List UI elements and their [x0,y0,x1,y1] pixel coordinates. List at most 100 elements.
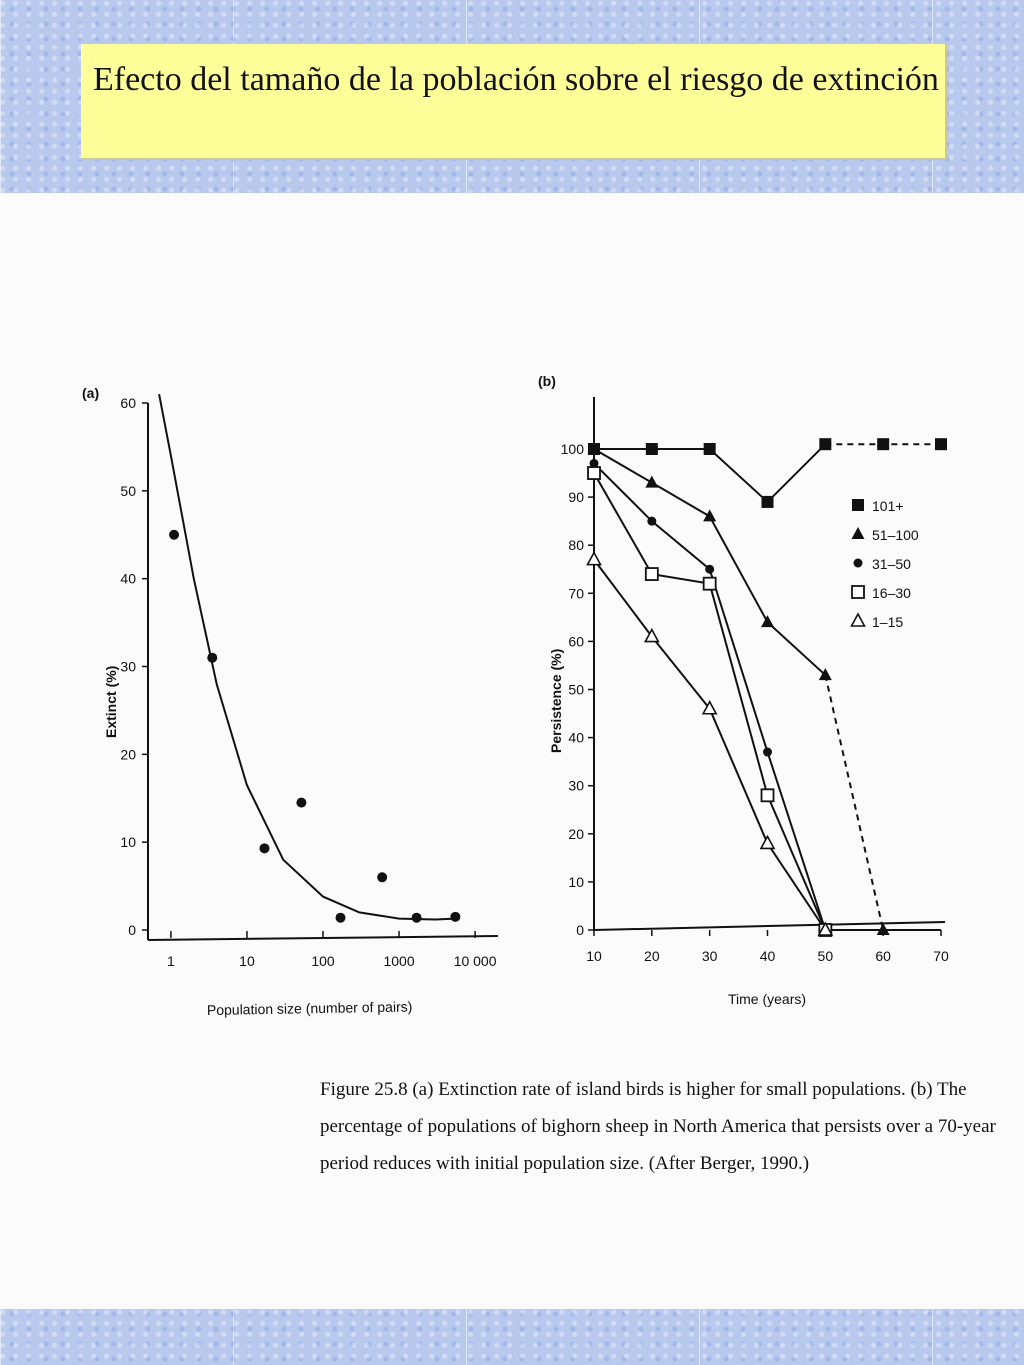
panel-a-data-point [450,911,461,922]
series-marker-101- [645,443,658,455]
series-marker-101- [761,495,774,508]
panel-b-ytick-label: 70 [568,585,584,601]
panel-b-xticks: 10 20 30 40 50 60 70 [586,930,949,964]
legend-entry: 101+ [872,498,904,514]
series-marker-16-30 [644,567,659,581]
title-box: Efecto del tamaño de la población sobre … [81,44,947,160]
panel-b-xtick-label: 60 [875,948,891,964]
panel-a-data-point [207,652,218,663]
caption-line-1: Figure 25.8 (a) Extinction rate of islan… [320,1079,967,1100]
series-marker-101- [935,438,947,451]
panel-a-ytick-label: 60 [120,395,136,411]
panel-b-axes [593,397,946,931]
series-marker-31-50 [705,564,715,574]
panel-a-data-point [411,912,422,923]
panel-a-ytick-label: 50 [120,483,136,499]
series-marker-16-30 [587,466,601,480]
panel-b-ytick-label: 10 [568,874,584,890]
panel-a-data-point [377,872,388,883]
panel-a-yticks: 0 10 20 30 40 50 60 [120,395,148,938]
series-marker-1-15 [701,700,718,715]
panel-b-ytick-label: 80 [568,537,584,553]
panel-b-ytick-label: 60 [568,633,584,649]
series-marker-51-100 [876,923,890,935]
series-marker-31-50 [647,516,657,526]
series-marker-16-30 [760,788,775,803]
series-marker-51-100 [703,509,717,522]
series-marker-31-50 [763,747,772,757]
panel-a-ytick-label: 10 [120,834,136,850]
panel-a-xtick-label: 10 [239,953,255,969]
caption-line-2: percentage of populations of bighorn she… [320,1116,997,1137]
panel-b-legend: 101+ 51–100 31–50 16–30 1–15 [850,498,919,630]
panel-a-xtick-label: 10 000 [454,953,497,969]
panel-a-data-point [169,529,180,540]
series-marker-51-100 [761,615,774,628]
series-marker-16-30 [702,576,717,591]
series-marker-101- [703,443,716,455]
figure-scan: (a) 0 10 20 30 40 50 60 1 10 100 1000 10 000 Popul… [0,193,1024,1309]
series-marker-1-15 [643,627,660,643]
panel-b-ytick-label: 100 [561,441,585,457]
panel-b-xtick-label: 20 [644,948,660,964]
panel-a-xtick-label: 1000 [383,953,414,969]
panel-b-ytick-label: 50 [568,682,584,698]
panel-b-series [586,438,947,937]
series-line-1-15 [593,559,827,931]
legend-entry: 51–100 [872,527,919,543]
series-marker-1-15 [817,921,834,936]
panel-a-data-point [296,797,307,808]
legend-marker [850,612,866,627]
legend-marker [852,499,864,511]
panel-a: (a) 0 10 20 30 40 50 60 1 10 100 1000 10 000 Popul… [82,385,499,1018]
panel-b-xtick-label: 30 [702,948,718,964]
slide-title: Efecto del tamaño de la población sobre … [93,61,939,98]
panel-a-ytick-label: 20 [120,746,136,762]
panel-a-ytick-label: 30 [120,659,136,675]
panel-a-data-point [335,912,346,923]
legend-entry: 16–30 [872,585,911,601]
panel-a-label: (a) [82,385,99,401]
panel-b-xtick-label: 50 [818,948,834,964]
panel-a-fit-curve [158,394,456,921]
legend-marker [853,558,863,568]
series-marker-1-15 [586,550,602,566]
panel-a-ytick-label: 40 [120,571,136,587]
series-marker-101- [819,438,832,451]
caption-line-3: period reduces with initial population s… [320,1153,809,1174]
panel-b-ytick-label: 20 [568,826,584,842]
series-dashed-line-51-100 [824,674,885,931]
panel-a-xlabel: Population size (number of pairs) [207,998,413,1018]
legend-marker [851,527,865,539]
series-marker-101- [877,438,890,451]
series-marker-51-100 [818,668,832,681]
series-marker-31-50 [589,458,599,468]
series-line-51-100 [593,448,827,676]
panel-b-ytick-label: 0 [576,922,584,938]
series-marker-1-15 [759,834,776,850]
panel-b-label: (b) [538,373,556,389]
panel-b-xtick-label: 10 [586,948,602,964]
panel-a-xticks: 1 10 100 1000 10 000 [167,931,497,969]
panel-a-axes [147,403,499,941]
legend-marker [851,585,865,599]
series-marker-51-100 [645,475,659,488]
panel-b-ytick-label: 40 [568,730,584,746]
panel-a-xtick-label: 1 [167,953,175,969]
panel-b-xtick-label: 70 [933,948,949,964]
legend-entry: 1–15 [872,614,903,630]
panel-b-ylabel: Persistence (%) [548,649,564,753]
panel-b-xlabel: Time (years) [728,991,806,1007]
panel-a-points [169,529,461,923]
panel-a-data-point [259,843,270,854]
panel-a-ylabel: Extinct (%) [103,666,119,738]
panel-b-x-axis [593,921,946,931]
panel-b-xtick-label: 40 [760,948,776,964]
panel-b-yticks: 0 10 20 30 40 50 60 70 80 90 100 [561,441,594,938]
panel-b-ytick-label: 30 [568,778,584,794]
panel-b-ytick-label: 90 [568,489,584,505]
panel-a-ytick-label: 0 [128,922,136,938]
panel-a-xtick-label: 100 [311,953,335,969]
